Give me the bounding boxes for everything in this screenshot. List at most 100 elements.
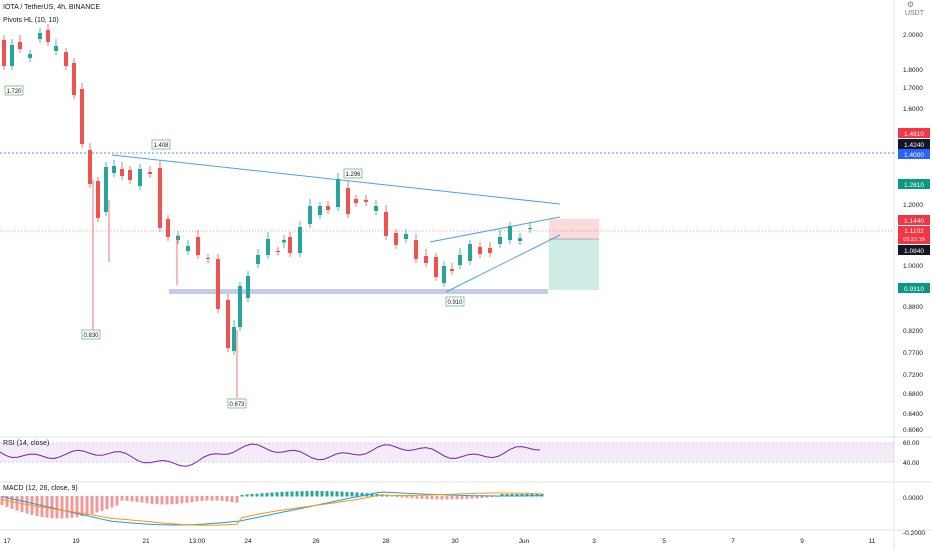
- macd-bar: [120, 496, 124, 501]
- price-badge: 1.4000: [898, 149, 930, 159]
- candle-body: [196, 237, 200, 255]
- price-badge: 1.2810: [898, 179, 930, 189]
- svg-text:0.7700: 0.7700: [903, 350, 923, 357]
- macd-bar: [100, 496, 104, 511]
- svg-text:1.6000: 1.6000: [903, 106, 923, 113]
- price-badge: 1.4810: [898, 128, 930, 138]
- macd-bar: [405, 496, 409, 498]
- macd-bar: [470, 496, 474, 499]
- candle-body: [450, 269, 454, 271]
- candle-body: [308, 206, 312, 224]
- svg-text:1.2810: 1.2810: [904, 182, 924, 189]
- macd-bar: [500, 494, 504, 497]
- candle-body: [104, 167, 108, 212]
- svg-text:1.7000: 1.7000: [903, 85, 923, 92]
- svg-text:0.910: 0.910: [447, 300, 463, 306]
- macd-bar: [15, 496, 19, 511]
- macd-bar: [110, 496, 114, 508]
- macd-bar: [485, 496, 489, 498]
- macd-bar: [390, 496, 394, 497]
- macd-legend[interactable]: MACD (12, 26, close, 9): [3, 485, 78, 492]
- macd-bar: [480, 496, 484, 498]
- scale-settings-icon[interactable]: ⚙: [906, 0, 914, 9]
- macd-bar: [410, 496, 414, 499]
- macd-bar: [330, 491, 334, 497]
- macd-bar: [490, 496, 494, 498]
- current-price-badge: 1.1102 03:22:19: [898, 226, 930, 244]
- svg-text:03:22:19: 03:22:19: [903, 237, 924, 243]
- candle-body: [186, 246, 190, 251]
- candle-body: [28, 54, 32, 58]
- macd-bar: [105, 496, 109, 510]
- macd-bar: [250, 494, 254, 497]
- candle-body: [394, 233, 398, 245]
- svg-text:0.0000: 0.0000: [903, 495, 923, 502]
- price-axis[interactable]: 2.0000 1.8000 1.7000 1.6000 1.2000 1.000…: [903, 32, 925, 537]
- candle-body: [64, 52, 68, 66]
- macd-bar: [5, 496, 9, 508]
- macd-bar: [440, 496, 444, 500]
- svg-text:1.2000: 1.2000: [903, 202, 923, 209]
- macd-bar: [455, 496, 459, 500]
- svg-text:0.830: 0.830: [83, 333, 99, 339]
- candle-body: [128, 170, 132, 180]
- price-badge: 1.4240: [898, 139, 930, 149]
- macd-bar: [115, 496, 119, 506]
- macd-bar: [450, 496, 454, 500]
- macd-bar: [215, 496, 219, 501]
- candle-body: [528, 228, 532, 229]
- macd-bar: [430, 496, 434, 500]
- svg-text:9: 9: [800, 538, 804, 545]
- wedge-upper-trendline[interactable]: [429, 216, 561, 243]
- macd-bar: [400, 496, 404, 498]
- svg-text:0.8200: 0.8200: [903, 328, 923, 335]
- macd-bar: [395, 496, 399, 498]
- candle-body: [468, 244, 472, 261]
- rsi-legend[interactable]: RSI (14, close): [3, 440, 50, 447]
- indicator-legend[interactable]: Pivots HL (10, 10): [3, 17, 59, 24]
- macd-bar: [175, 496, 179, 504]
- candle-body: [442, 266, 446, 283]
- macd-bar: [420, 496, 424, 499]
- candle-body: [414, 240, 418, 259]
- svg-text:1.720: 1.720: [6, 89, 22, 95]
- candle-body: [508, 226, 512, 240]
- pivot-label: 0.910: [445, 296, 465, 307]
- symbol-title[interactable]: IOTA / TetherUS, 4h, BINANCE: [3, 4, 100, 11]
- macd-bar: [240, 494, 244, 497]
- macd-bar: [210, 496, 214, 501]
- macd-bar: [355, 492, 359, 497]
- candle-body: [216, 259, 220, 309]
- price-badge: 1.0840: [898, 245, 930, 255]
- candle-body: [176, 236, 180, 240]
- time-axis[interactable]: 17 19 21 13:00 24 26 28 30 Jun 3 5 7 9 1…: [3, 538, 875, 545]
- price-badge: 1.1440: [898, 215, 930, 225]
- wedge-lower-trendline[interactable]: [445, 234, 561, 293]
- svg-text:0.6800: 0.6800: [903, 391, 923, 398]
- support-zone: [169, 289, 548, 294]
- candle-body: [326, 206, 330, 210]
- svg-text:19: 19: [72, 538, 80, 545]
- candle-body: [2, 40, 6, 66]
- macd-bar: [275, 492, 279, 497]
- candle-body: [46, 30, 50, 42]
- svg-text:0.9310: 0.9310: [904, 286, 924, 293]
- candle-body: [138, 169, 142, 186]
- svg-text:3: 3: [592, 538, 596, 545]
- macd-bar: [325, 491, 329, 497]
- candle-body: [384, 212, 388, 236]
- rsi-line: [0, 443, 541, 467]
- candle-body: [354, 199, 358, 203]
- candle-body: [256, 255, 260, 264]
- macd-bar: [415, 496, 419, 499]
- candle-body: [238, 286, 242, 327]
- svg-text:40.00: 40.00: [903, 460, 920, 467]
- candle-body: [246, 276, 250, 298]
- svg-text:0.7200: 0.7200: [903, 372, 923, 379]
- candle-body: [18, 42, 22, 49]
- candle-body: [80, 89, 84, 144]
- candle-body: [288, 237, 292, 253]
- svg-text:0.6400: 0.6400: [903, 411, 923, 418]
- pivot-label: 1.408: [151, 139, 171, 150]
